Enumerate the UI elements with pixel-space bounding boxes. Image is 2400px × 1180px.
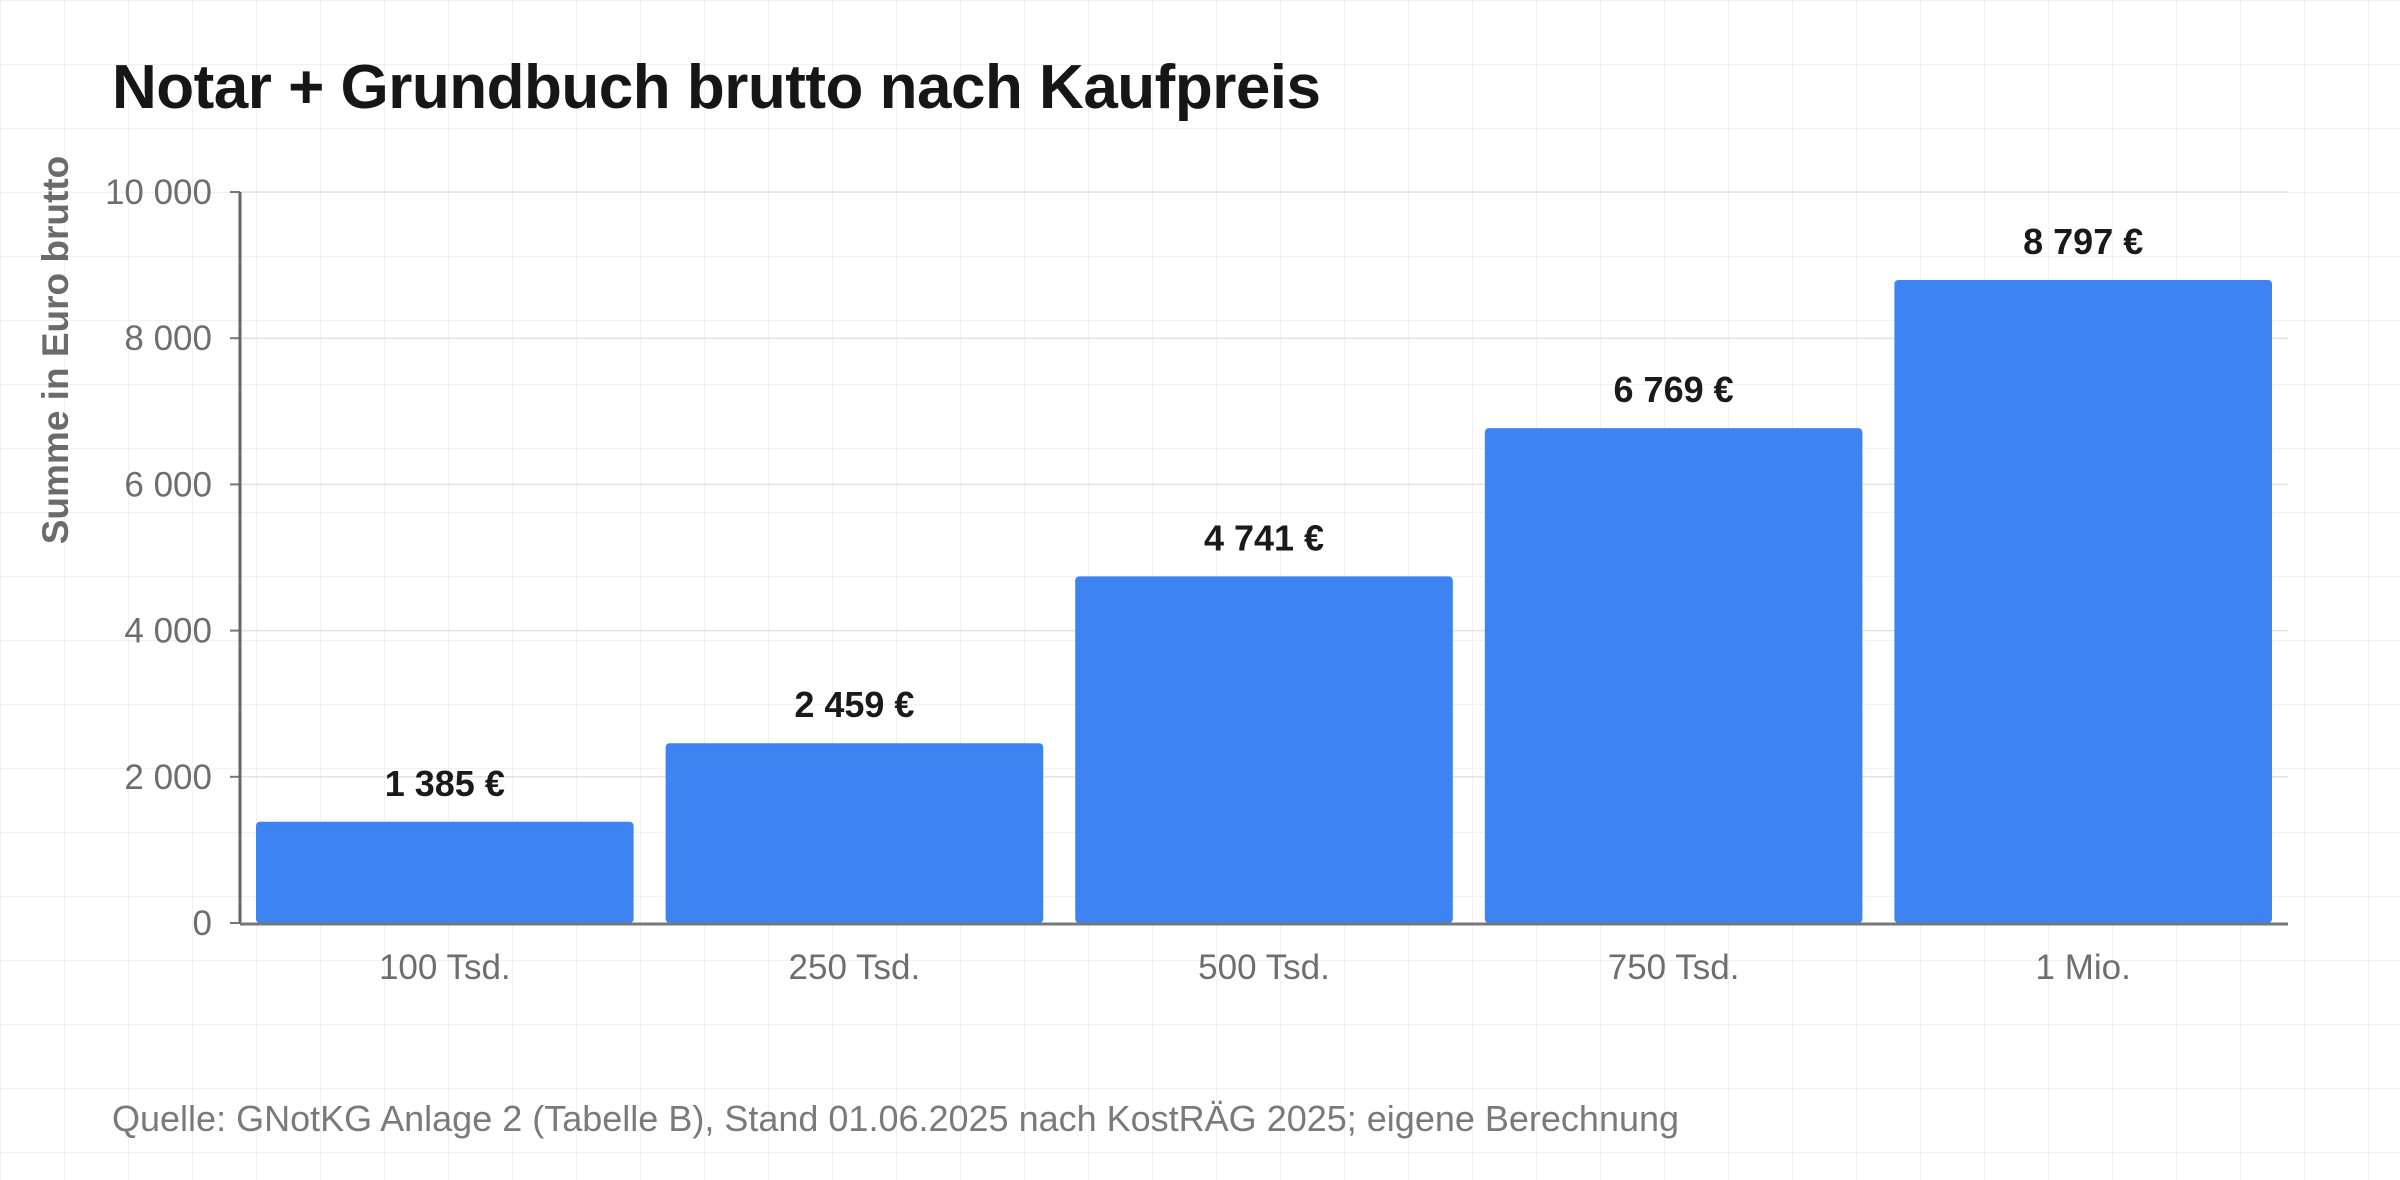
- data-label: 4 741 €: [1204, 517, 1324, 558]
- bar-1-mio: [1894, 279, 2272, 923]
- y-tick-label: 6 000: [124, 465, 212, 504]
- y-tick-label: 0: [193, 904, 212, 943]
- bar-250-tsd: [665, 743, 1044, 923]
- labels: 0 2 000 4 000 6 000 8 000 10 000 1 385 € 100 Ts…: [105, 173, 2143, 987]
- data-label: 8 797 €: [2023, 221, 2143, 262]
- bar-750-tsd: [1484, 428, 1863, 923]
- y-tick-label: 10 000: [105, 173, 212, 212]
- data-label: 2 459 €: [794, 684, 914, 725]
- bar-500-tsd: [1075, 576, 1453, 923]
- x-tick-label: 250 Tsd.: [789, 948, 921, 987]
- x-tick-label: 1 Mio.: [2036, 948, 2131, 987]
- x-tick-label: 500 Tsd.: [1198, 948, 1330, 987]
- x-tick-label: 100 Tsd.: [379, 948, 511, 987]
- data-label: 1 385 €: [385, 763, 505, 804]
- data-label: 6 769 €: [1614, 369, 1734, 410]
- y-tick-label: 2 000: [124, 758, 212, 797]
- y-axis-title: Summe in Euro brutto: [35, 156, 76, 545]
- bar-100-tsd: [256, 821, 634, 923]
- source-note: Quelle: GNotKG Anlage 2 (Tabelle B), Sta…: [112, 1098, 1680, 1139]
- x-tick-label: 750 Tsd.: [1608, 948, 1740, 987]
- bars: [256, 279, 2272, 923]
- y-tick-label: 4 000: [124, 612, 212, 651]
- y-tick-label: 8 000: [124, 319, 212, 358]
- axes: [230, 191, 2288, 926]
- chart-title: Notar + Grundbuch brutto nach Kaufpreis: [112, 53, 1321, 122]
